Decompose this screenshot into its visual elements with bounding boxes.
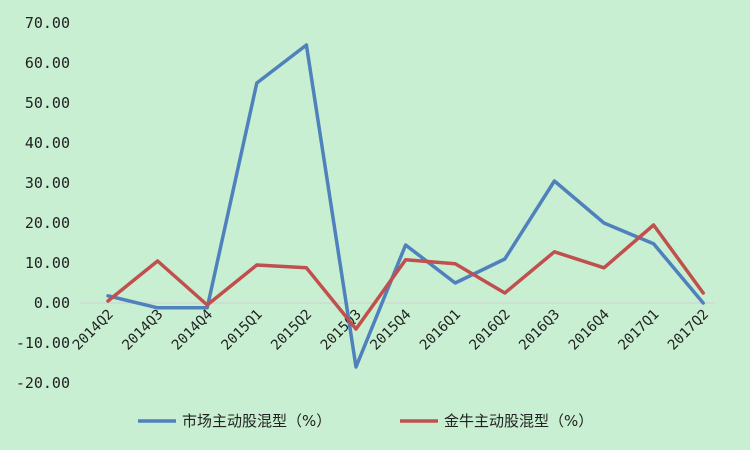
y-tick-label: 50.00: [25, 94, 70, 112]
y-tick-label: -20.00: [16, 374, 70, 392]
series-line-2: [106, 223, 705, 331]
y-tick-label: 30.00: [25, 174, 70, 192]
series-line-1: [106, 43, 705, 369]
legend: 市场主动股混型（%） 金牛主动股混型（%）: [138, 412, 593, 430]
y-tick-label: 0.00: [34, 294, 70, 312]
y-tick-label: 20.00: [25, 214, 70, 232]
legend-label-1: 市场主动股混型（%）: [182, 412, 331, 430]
y-tick-label: 40.00: [25, 134, 70, 152]
y-tick-label: 60.00: [25, 54, 70, 72]
y-axis: 70.00 60.00 50.00 40.00 30.00 20.00 10.00 0.00 -…: [16, 14, 70, 392]
y-tick-label: -10.00: [16, 334, 70, 352]
series-group: [106, 43, 705, 369]
y-tick-label: 70.00: [25, 14, 70, 32]
legend-label-2: 金牛主动股混型（%）: [444, 412, 593, 430]
y-tick-label: 10.00: [25, 254, 70, 272]
